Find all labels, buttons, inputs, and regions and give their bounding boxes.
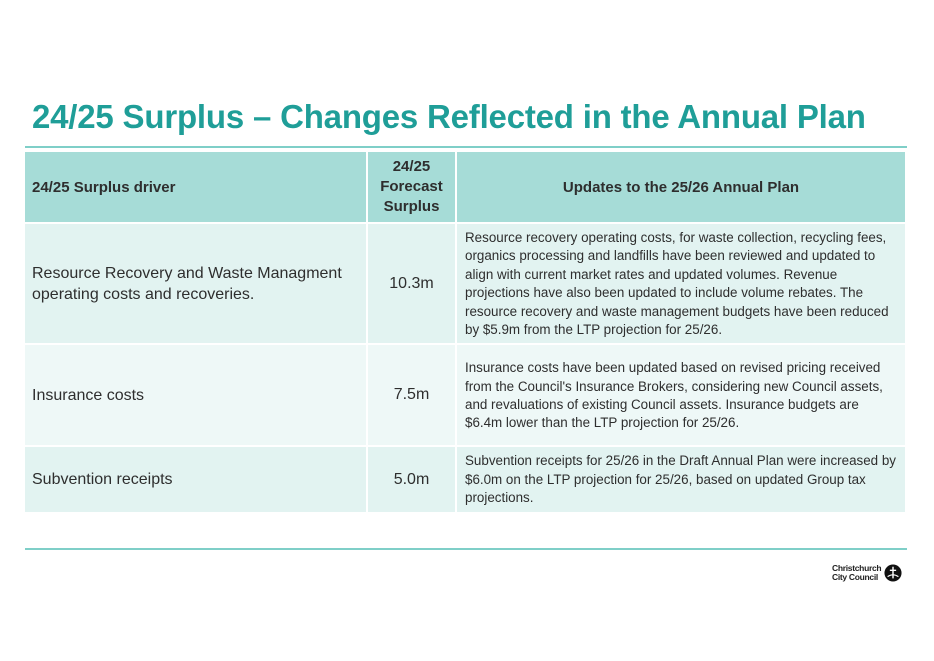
header-forecast-surplus: 24/25 Forecast Surplus (367, 152, 457, 224)
row-amount: 7.5m (367, 344, 457, 448)
table-row: Resource Recovery and Waste Managment op… (25, 223, 905, 346)
table-header-row: 24/25 Surplus driver 24/25 Forecast Surp… (25, 152, 905, 224)
row-amount: 10.3m (367, 223, 457, 346)
header-updates: Updates to the 25/26 Annual Plan (456, 152, 905, 224)
row-amount: 5.0m (367, 446, 457, 514)
christchurch-logo-icon (884, 564, 902, 582)
header-surplus-line2: Forecast (380, 178, 443, 195)
logo-text: Christchurch City Council (832, 563, 882, 582)
top-divider (25, 146, 907, 148)
table-row: Subvention receipts 5.0m Subvention rece… (25, 446, 905, 514)
christchurch-city-council-logo: Christchurch City Council (832, 563, 902, 583)
row-driver: Subvention receipts (25, 446, 368, 514)
table-row: Insurance costs 7.5m Insurance costs hav… (25, 344, 905, 448)
header-surplus-line1: 24/25 (392, 158, 431, 175)
bottom-divider (25, 548, 907, 550)
logo-line1: Christchurch (832, 563, 882, 573)
surplus-drivers-table: 24/25 Surplus driver 24/25 Forecast Surp… (25, 152, 905, 514)
page-title: 24/25 Surplus – Changes Reflected in the… (32, 98, 866, 135)
row-driver: Resource Recovery and Waste Managment op… (25, 223, 368, 346)
row-driver: Insurance costs (25, 344, 368, 448)
logo-line2: City Council (832, 572, 878, 582)
header-driver: 24/25 Surplus driver (25, 152, 368, 224)
row-update: Subvention receipts for 25/26 in the Dra… (456, 446, 905, 514)
row-update: Insurance costs have been updated based … (456, 344, 905, 448)
header-surplus-line3: Surplus (383, 198, 440, 215)
row-update: Resource recovery operating costs, for w… (456, 223, 905, 346)
